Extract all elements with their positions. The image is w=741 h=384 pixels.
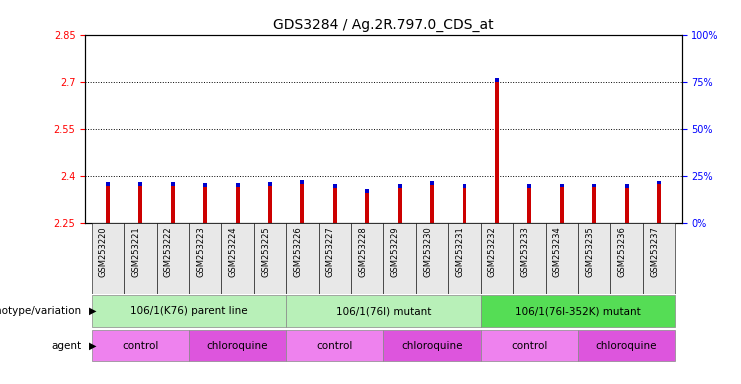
Bar — [236, 187, 239, 223]
Bar — [301, 180, 305, 184]
FancyBboxPatch shape — [416, 223, 448, 294]
FancyBboxPatch shape — [384, 330, 481, 361]
FancyBboxPatch shape — [481, 296, 675, 326]
FancyBboxPatch shape — [222, 223, 253, 294]
Text: GSM253230: GSM253230 — [423, 226, 432, 277]
Bar — [657, 184, 661, 223]
Bar — [528, 184, 531, 188]
Text: GSM253222: GSM253222 — [164, 226, 173, 277]
Text: GSM253221: GSM253221 — [131, 226, 140, 277]
Text: 106/1(K76) parent line: 106/1(K76) parent line — [130, 306, 247, 316]
Bar — [495, 82, 499, 223]
Text: GSM253232: GSM253232 — [488, 226, 497, 277]
Text: ▶: ▶ — [89, 306, 96, 316]
FancyBboxPatch shape — [481, 223, 513, 294]
Text: GSM253227: GSM253227 — [326, 226, 335, 277]
Bar — [139, 182, 142, 186]
FancyBboxPatch shape — [319, 223, 351, 294]
Bar — [559, 184, 564, 187]
Text: chloroquine: chloroquine — [596, 341, 657, 351]
FancyBboxPatch shape — [448, 223, 481, 294]
Bar — [170, 186, 175, 223]
FancyBboxPatch shape — [578, 223, 611, 294]
Bar — [203, 182, 207, 187]
Text: GSM253231: GSM253231 — [456, 226, 465, 277]
FancyBboxPatch shape — [189, 330, 286, 361]
Bar — [625, 188, 628, 223]
FancyBboxPatch shape — [189, 223, 222, 294]
Bar — [106, 186, 110, 223]
FancyBboxPatch shape — [545, 223, 578, 294]
Text: chloroquine: chloroquine — [207, 341, 268, 351]
Bar — [268, 182, 272, 186]
Bar — [365, 193, 369, 223]
Text: 106/1(76I) mutant: 106/1(76I) mutant — [336, 306, 431, 316]
FancyBboxPatch shape — [513, 223, 545, 294]
Bar — [559, 187, 564, 223]
Text: GSM253233: GSM253233 — [520, 226, 529, 277]
Text: GSM253220: GSM253220 — [99, 226, 108, 277]
FancyBboxPatch shape — [578, 330, 675, 361]
Bar — [236, 183, 239, 187]
Text: GSM253234: GSM253234 — [553, 226, 562, 277]
FancyBboxPatch shape — [286, 223, 319, 294]
Bar — [333, 184, 336, 188]
FancyBboxPatch shape — [92, 296, 286, 326]
FancyBboxPatch shape — [481, 330, 578, 361]
Text: GSM253224: GSM253224 — [228, 226, 238, 277]
Text: 106/1(76I-352K) mutant: 106/1(76I-352K) mutant — [515, 306, 641, 316]
Text: GSM253236: GSM253236 — [617, 226, 627, 277]
Text: control: control — [316, 341, 353, 351]
Text: control: control — [511, 341, 548, 351]
Bar — [398, 184, 402, 188]
Bar — [657, 181, 661, 184]
Bar — [430, 185, 434, 223]
Bar — [333, 188, 336, 223]
Text: GSM253235: GSM253235 — [585, 226, 594, 277]
FancyBboxPatch shape — [643, 223, 675, 294]
Text: chloroquine: chloroquine — [402, 341, 463, 351]
Bar — [495, 78, 499, 82]
FancyBboxPatch shape — [156, 223, 189, 294]
Bar — [106, 182, 110, 186]
Text: ▶: ▶ — [89, 341, 96, 351]
Text: GSM253228: GSM253228 — [358, 226, 368, 277]
Text: genotype/variation: genotype/variation — [0, 306, 82, 316]
Bar — [462, 188, 466, 223]
Bar — [462, 184, 466, 188]
Bar — [592, 187, 596, 223]
Bar — [139, 186, 142, 223]
Bar — [592, 184, 596, 187]
Bar — [301, 184, 305, 223]
Bar — [430, 181, 434, 185]
Text: GSM253226: GSM253226 — [293, 226, 302, 277]
Text: GSM253223: GSM253223 — [196, 226, 205, 277]
FancyBboxPatch shape — [611, 223, 643, 294]
Bar — [203, 187, 207, 223]
FancyBboxPatch shape — [124, 223, 156, 294]
FancyBboxPatch shape — [253, 223, 286, 294]
Text: GSM253229: GSM253229 — [391, 226, 399, 277]
FancyBboxPatch shape — [351, 223, 384, 294]
Bar — [268, 186, 272, 223]
FancyBboxPatch shape — [286, 330, 384, 361]
Text: control: control — [122, 341, 159, 351]
Title: GDS3284 / Ag.2R.797.0_CDS_at: GDS3284 / Ag.2R.797.0_CDS_at — [273, 18, 494, 32]
Bar — [625, 184, 628, 188]
FancyBboxPatch shape — [286, 296, 481, 326]
FancyBboxPatch shape — [92, 330, 189, 361]
Bar — [170, 182, 175, 186]
FancyBboxPatch shape — [92, 223, 124, 294]
Bar — [528, 188, 531, 223]
Text: agent: agent — [51, 341, 82, 351]
Bar — [398, 188, 402, 223]
Text: GSM253225: GSM253225 — [261, 226, 270, 277]
FancyBboxPatch shape — [384, 223, 416, 294]
Bar — [365, 189, 369, 193]
Text: GSM253237: GSM253237 — [650, 226, 659, 277]
